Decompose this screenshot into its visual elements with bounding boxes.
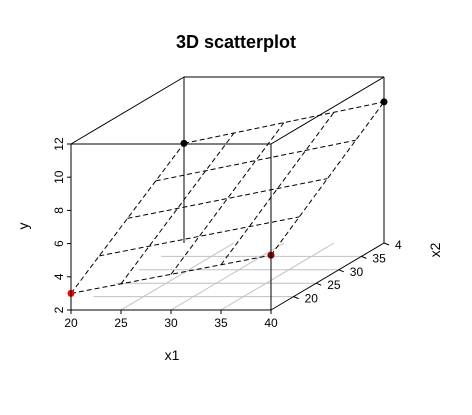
x2-axis: 20 25 30 35 4 (294, 238, 402, 306)
plane-line-x2 (99, 217, 299, 256)
box-back-edges (71, 77, 384, 243)
x1-tick-label: 20 (64, 316, 78, 330)
x1-axis: 20 25 30 35 40 (64, 310, 278, 330)
box-edge (271, 77, 384, 144)
floor-grid-line-x1 (121, 243, 234, 310)
y-tick-label: 8 (52, 207, 66, 214)
x2-tick-label: 35 (372, 251, 386, 265)
plane-line-x2 (184, 102, 384, 143)
box-edge (71, 77, 184, 144)
x2-tick (294, 297, 299, 299)
y-axis: 2 4 6 8 10 12 (52, 137, 71, 313)
y-tick-label: 4 (52, 273, 66, 280)
data-point (181, 140, 188, 147)
x2-tick (339, 270, 344, 272)
x1-tick-label: 25 (114, 316, 128, 330)
y-tick-label: 2 (52, 306, 66, 313)
x1-tick-label: 40 (264, 316, 278, 330)
x2-tick-label: 20 (305, 292, 319, 306)
x1-tick-label: 30 (164, 316, 178, 330)
x1-tick-label: 35 (214, 316, 228, 330)
y-axis-title: y (15, 223, 31, 230)
chart-title: 3D scatterplot (176, 32, 296, 52)
y-tick-label: 12 (52, 137, 66, 151)
x2-tick-label: 30 (350, 265, 364, 279)
x2-tick-label: 4 (395, 238, 402, 252)
x2-tick-label: 25 (327, 278, 341, 292)
x1-axis-title: x1 (165, 347, 180, 363)
floor-grid (94, 243, 362, 310)
data-points (68, 98, 388, 297)
box-edge (271, 243, 384, 310)
data-point (381, 98, 388, 105)
regression-plane (71, 102, 384, 294)
floor-grid-line-x1 (171, 243, 284, 310)
x2-axis-title: x2 (427, 242, 443, 257)
x2-tick (316, 283, 321, 285)
y-tick-label: 6 (52, 240, 66, 247)
x2-tick (361, 256, 366, 258)
plane-line-x1 (171, 123, 284, 275)
y-tick-label: 10 (52, 170, 66, 184)
plane-line-x2 (128, 179, 328, 219)
x2-tick (384, 243, 389, 245)
